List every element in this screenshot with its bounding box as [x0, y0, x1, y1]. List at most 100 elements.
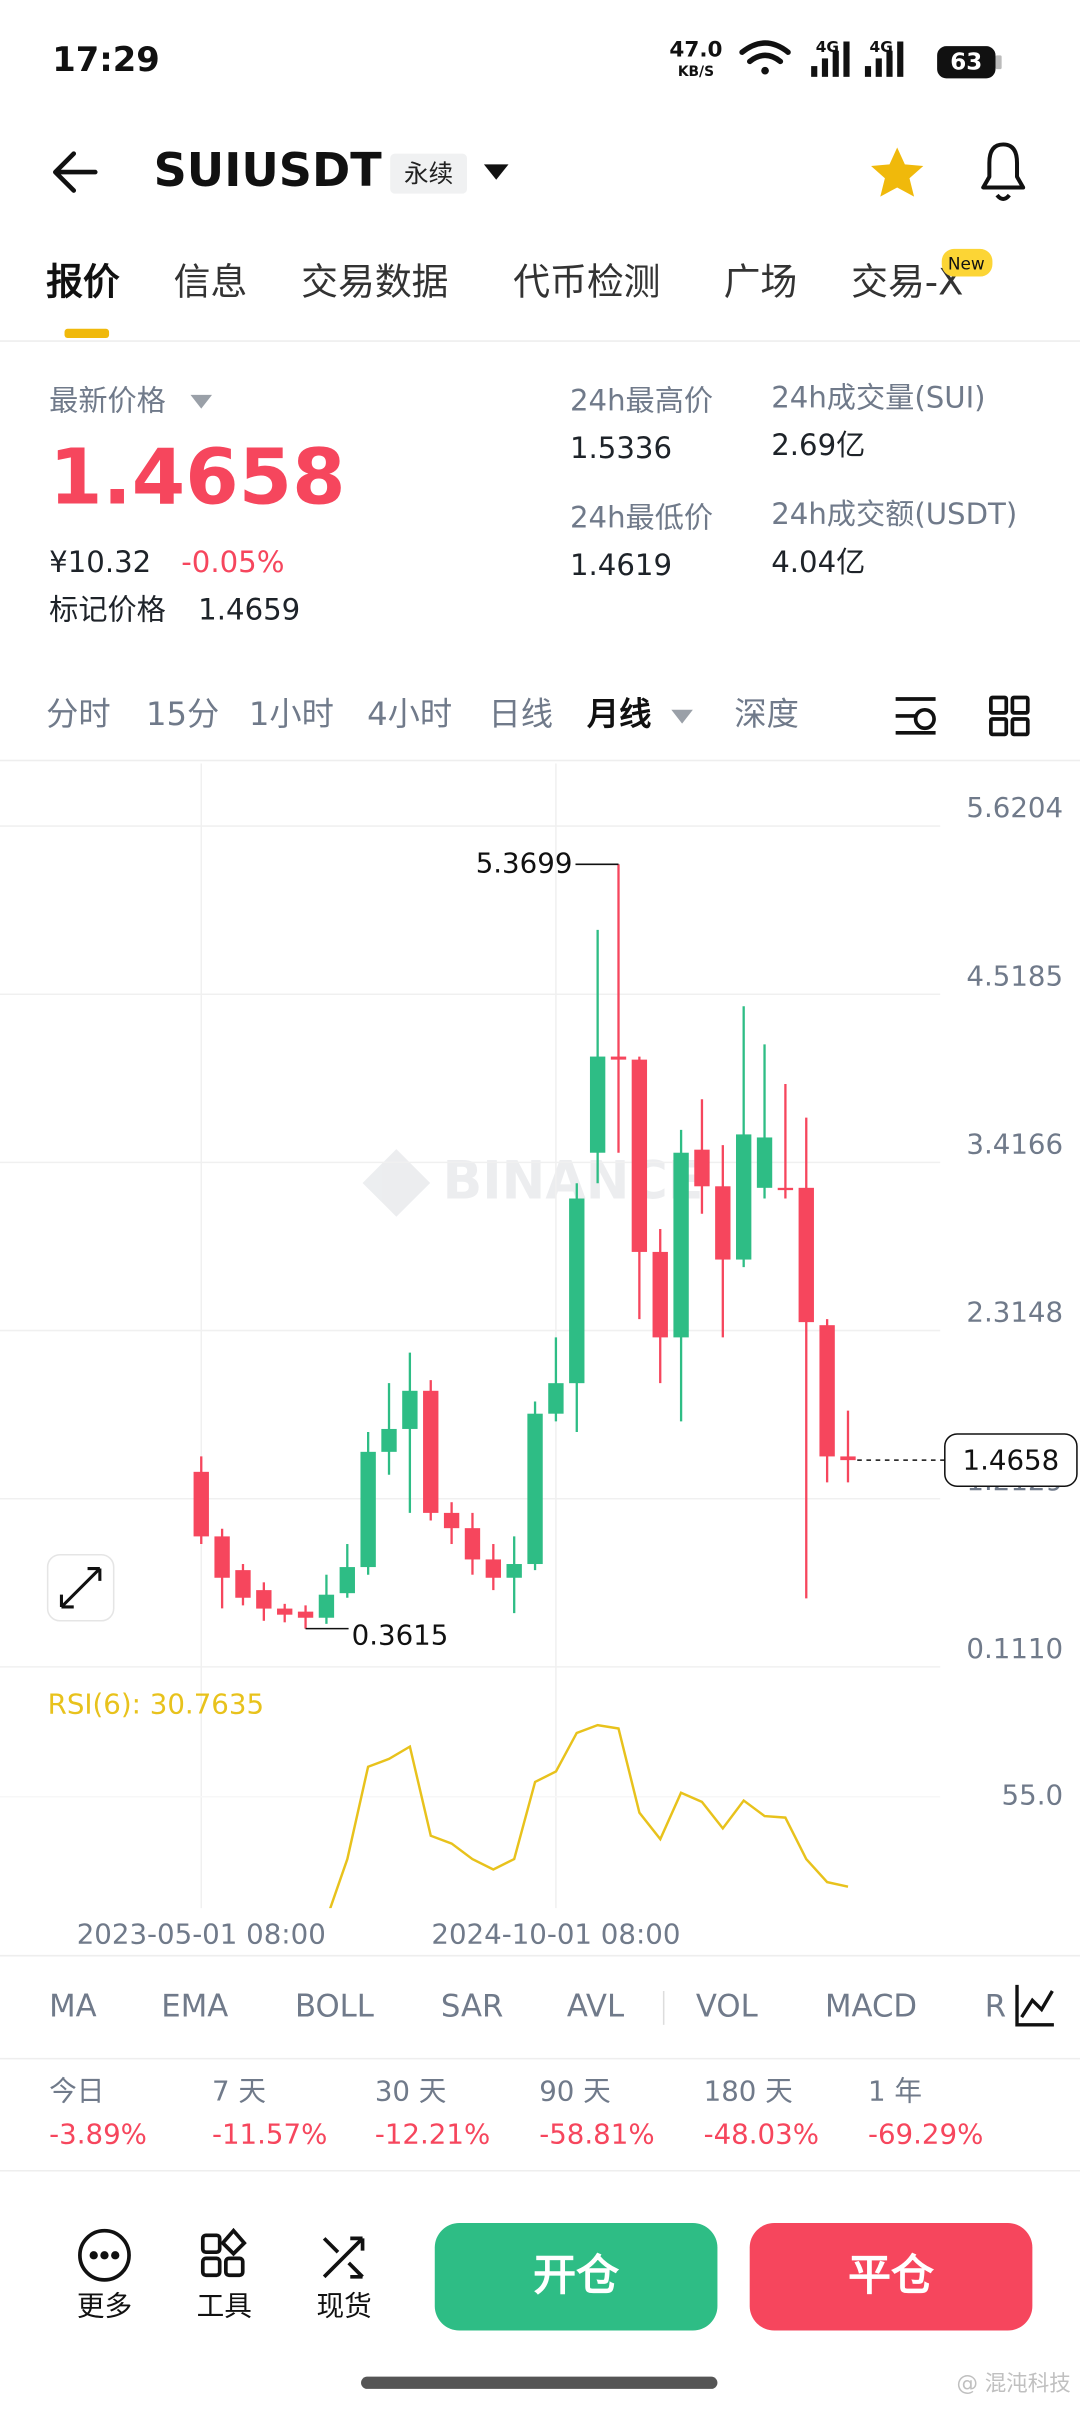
- period-change: -12.21%: [375, 2117, 490, 2150]
- chart-settings-icon[interactable]: [895, 697, 936, 735]
- mark-price: 1.4659: [198, 592, 300, 626]
- last-price: 1.4658: [49, 433, 345, 522]
- interval[interactable]: 月线: [587, 695, 652, 733]
- candle-body: [527, 1413, 543, 1565]
- period-change: -58.81%: [539, 2117, 654, 2150]
- favorite-star[interactable]: [871, 147, 924, 197]
- tab[interactable]: 广场: [724, 261, 798, 304]
- stat-value: 4.04亿: [771, 545, 865, 579]
- interval-dropdown[interactable]: [671, 709, 693, 724]
- candle-body: [715, 1186, 731, 1260]
- candle-body: [819, 1325, 835, 1457]
- layout-icon[interactable]: [989, 695, 1030, 737]
- price-change: -0.05%: [181, 545, 284, 579]
- stat-value: 1.4619: [570, 548, 672, 582]
- y-tick-label: 4.5185: [966, 959, 1063, 992]
- candle-body: [402, 1390, 418, 1429]
- indicator[interactable]: EMA: [161, 1988, 228, 2024]
- current-price-box: [944, 1433, 1078, 1488]
- status-time: 17:29: [52, 40, 160, 79]
- y-tick-label: 3.4166: [966, 1127, 1063, 1160]
- interval[interactable]: 4小时: [367, 695, 452, 733]
- tools-icon[interactable]: [200, 2227, 247, 2278]
- candle-body: [840, 1456, 856, 1461]
- interval[interactable]: 分时: [46, 695, 111, 733]
- open-button-label[interactable]: 开仓: [533, 2251, 620, 2301]
- candle-body: [277, 1608, 293, 1615]
- price-label: 最新价格: [49, 384, 166, 418]
- tab[interactable]: 信息: [174, 261, 248, 304]
- open-button[interactable]: [434, 2223, 718, 2331]
- period-change: -3.89%: [49, 2117, 147, 2150]
- indicator[interactable]: AVL: [567, 1988, 624, 2024]
- contract-type: 永续: [404, 159, 453, 188]
- indicator[interactable]: MA: [49, 1988, 97, 2024]
- mark-price-label: 标记价格: [49, 592, 166, 626]
- candle-body: [318, 1594, 335, 1618]
- home-indicator: [361, 2376, 718, 2389]
- signal-icon: [864, 41, 904, 77]
- indicator-settings-icon[interactable]: [1015, 1984, 1054, 2027]
- candle-body: [339, 1567, 355, 1594]
- y-tick-label: 0.1110: [966, 1632, 1063, 1665]
- battery-tip: [995, 55, 1002, 70]
- expand-icon: [59, 1567, 102, 1609]
- candle-body: [694, 1149, 710, 1187]
- indicator[interactable]: BOLL: [295, 1988, 374, 2024]
- indicator[interactable]: VOL: [696, 1988, 758, 2024]
- indicator[interactable]: SAR: [441, 1988, 503, 2024]
- rsi-title: RSI(6): 30.7635: [48, 1687, 264, 1720]
- new-badge: [941, 248, 993, 277]
- interval[interactable]: 15分: [146, 695, 219, 733]
- close-button-label[interactable]: 平仓: [848, 2251, 935, 2301]
- back-button[interactable]: [53, 151, 98, 193]
- period-label: 1 年: [868, 2074, 922, 2107]
- more-icon[interactable]: [78, 2228, 131, 2282]
- price-cny: ¥10.32: [49, 545, 151, 579]
- stat-label: 24h成交量(SUI): [771, 380, 985, 414]
- spot-icon[interactable]: [322, 2236, 365, 2279]
- candle-body: [381, 1428, 397, 1452]
- symbol-dropdown[interactable]: [483, 164, 509, 180]
- rsi-line: [329, 1723, 849, 1909]
- action-label[interactable]: 现货: [316, 2290, 371, 2323]
- candle-body: [193, 1471, 209, 1537]
- y-tick-label: 2.3148: [966, 1296, 1063, 1329]
- candle-body: [464, 1528, 481, 1560]
- action-label[interactable]: 更多: [77, 2290, 132, 2323]
- period-label: 7 天: [212, 2074, 266, 2107]
- x-tick-label: 2024-10-01 08:00: [431, 1918, 680, 1951]
- tab[interactable]: 报价: [46, 261, 120, 304]
- price-dropdown[interactable]: [190, 394, 213, 409]
- candle-body: [777, 1187, 794, 1191]
- period-label: 30 天: [375, 2074, 447, 2107]
- stat-label: 24h最高价: [570, 384, 713, 418]
- indicator[interactable]: R: [985, 1988, 1006, 2024]
- interval[interactable]: 深度: [734, 695, 799, 733]
- close-button[interactable]: [749, 2223, 1033, 2331]
- bell-icon[interactable]: [981, 142, 1026, 201]
- battery-icon: [937, 46, 996, 79]
- interval[interactable]: 1小时: [249, 695, 334, 733]
- watermark: @ 混沌科技: [956, 2371, 1070, 2396]
- tab[interactable]: 交易数据: [301, 261, 448, 304]
- action-label[interactable]: 工具: [197, 2290, 252, 2323]
- stat-value: 1.5336: [570, 431, 672, 465]
- candle-body: [360, 1451, 376, 1568]
- signal-icon: [811, 41, 850, 77]
- tab[interactable]: 代币检测: [513, 261, 660, 304]
- y-tick-label: 55.0: [1002, 1779, 1064, 1812]
- contract-badge: [390, 153, 468, 194]
- y-tick-label: 5.6204: [966, 791, 1063, 824]
- candle-body: [735, 1134, 752, 1260]
- indicator[interactable]: MACD: [825, 1988, 917, 2024]
- chart-watermark: BINANCE: [362, 1149, 703, 1217]
- stat-label: 24h最低价: [570, 500, 713, 534]
- interval[interactable]: 日线: [489, 695, 554, 733]
- candle-body: [589, 1056, 606, 1153]
- battery-level: 63: [950, 50, 982, 76]
- candle-body: [631, 1059, 648, 1252]
- symbol[interactable]: SUIUSDT: [154, 143, 383, 197]
